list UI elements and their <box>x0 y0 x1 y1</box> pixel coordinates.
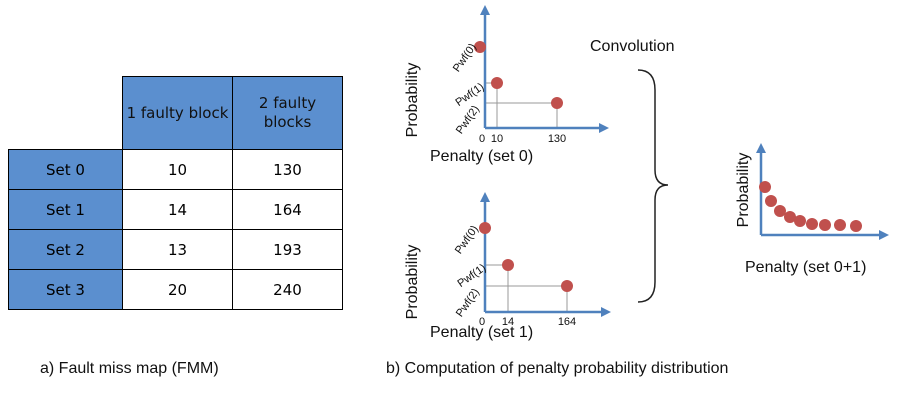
fault-miss-map: 1 faulty block 2 faulty blocks Set 0 10 13… <box>8 76 343 310</box>
y-label: Probability <box>735 153 752 228</box>
y-tick: Pwf(2) <box>454 286 482 319</box>
point <box>551 97 563 109</box>
point <box>474 41 486 53</box>
x-label: Penalty (set 0) <box>430 148 533 165</box>
point <box>850 220 862 232</box>
row-label: Set 2 <box>8 229 123 270</box>
header-cell: 2 faulty blocks <box>232 76 343 150</box>
caption: b) Computation of penalty probability di… <box>386 360 729 377</box>
y-tick: Pwf(2) <box>454 103 482 136</box>
y-label: Probability <box>404 63 421 138</box>
convolution-label: Convolution <box>590 38 675 55</box>
point <box>479 222 491 234</box>
y-label: Probability <box>404 245 421 320</box>
header-cell: 1 faulty block <box>122 76 233 150</box>
row-label: Set 1 <box>8 189 123 230</box>
cell: 164 <box>232 189 343 230</box>
point <box>819 219 831 231</box>
plot-result: Probability Penalty (set 0+1) <box>735 143 889 276</box>
x-tick: 130 <box>548 133 566 145</box>
point <box>784 211 796 223</box>
cell: 193 <box>232 229 343 270</box>
plot-set0: Pwf(0) Pwf(1) Pwf(2) 0 10 130 Probabilit… <box>404 5 609 165</box>
x-tick: 0 <box>479 133 485 145</box>
cell: 240 <box>232 269 343 310</box>
row-label: Set 0 <box>8 149 123 190</box>
y-tick: Pwf(0) <box>453 223 481 256</box>
y-tick: Pwf(1) <box>453 81 486 109</box>
point <box>834 219 846 231</box>
x-label: Penalty (set 1) <box>430 324 533 341</box>
point <box>759 181 771 193</box>
x-label: Penalty (set 0+1) <box>745 259 866 276</box>
x-tick: 10 <box>491 133 503 145</box>
x-tick: 14 <box>502 316 514 328</box>
point <box>794 215 806 227</box>
point <box>806 218 818 230</box>
cell: 20 <box>122 269 233 310</box>
cell: 10 <box>122 149 233 190</box>
brace <box>637 69 669 303</box>
point <box>561 280 573 292</box>
point <box>491 77 503 89</box>
point <box>502 259 514 271</box>
cell: 14 <box>122 189 233 230</box>
cell: 13 <box>122 229 233 270</box>
caption: a) Fault miss map (FMM) <box>40 360 219 377</box>
y-tick: Pwf(1) <box>455 262 488 290</box>
corner <box>8 76 123 150</box>
x-tick: 0 <box>479 316 485 328</box>
x-tick: 164 <box>558 316 576 328</box>
row-label: Set 3 <box>8 269 123 310</box>
plot-set1: Pwf(0) Pwf(1) Pwf(2) 0 14 164 Probabilit… <box>404 192 611 341</box>
point <box>774 205 786 217</box>
point <box>765 195 777 207</box>
cell: 130 <box>232 149 343 190</box>
y-tick: Pwf(0) <box>451 41 479 74</box>
